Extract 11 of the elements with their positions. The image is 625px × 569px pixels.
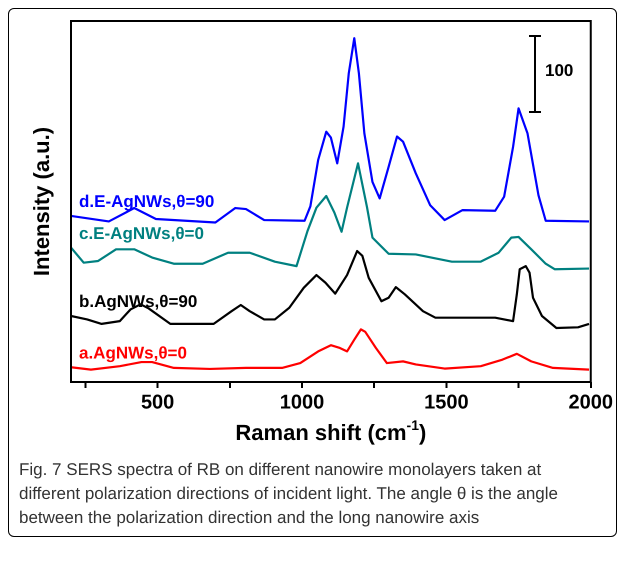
annotation: 100 [545, 61, 574, 81]
series-label: a.AgNWs,θ=0 [79, 343, 187, 362]
y-axis-title: Intensity (a.u.) [29, 126, 54, 276]
x-tick-label: 500 [140, 392, 174, 414]
x-tick-label: 1000 [280, 392, 324, 414]
series-label: c.E-AgNWs,θ=0 [79, 224, 204, 243]
series-label: b.AgNWs,θ=90 [79, 292, 198, 312]
caption: Fig. 7 SERS spectra of RB on different nanowire monolayers taken at different polarization directions of incident light. The angle θ is the angle between the polarization direction and the long nanowire axis [18, 459, 559, 529]
x-tick-label: 2000 [568, 392, 614, 414]
x-tick-label: 1500 [424, 392, 469, 414]
series-label: d.E-AgNWs,θ=90 [79, 192, 214, 212]
